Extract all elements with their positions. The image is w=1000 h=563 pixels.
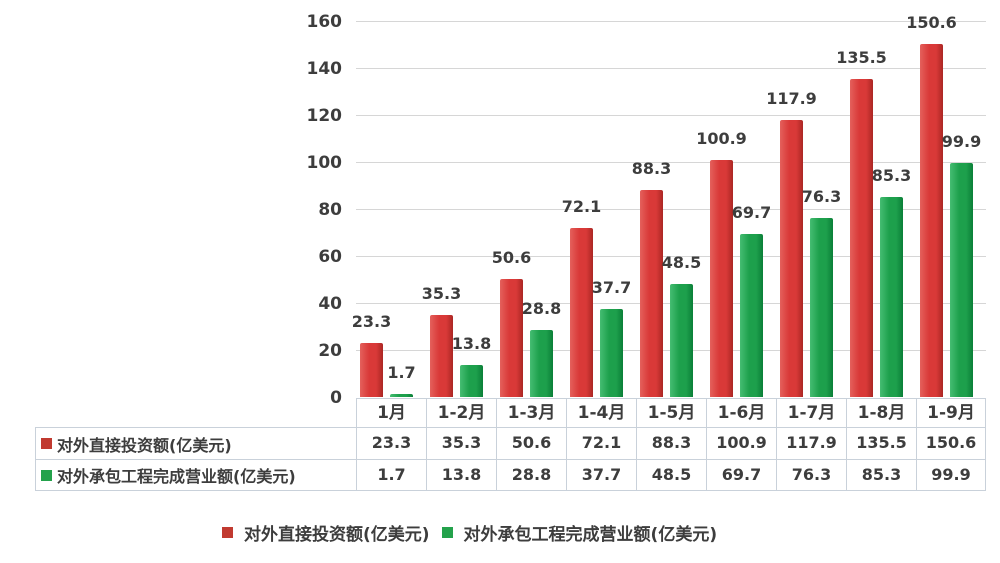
table-header-c8: 1-9月 <box>916 398 986 427</box>
y-axis-label-120: 120 <box>306 105 343 126</box>
bar-label-s1-4: 48.5 <box>661 252 702 272</box>
y-axis-label-60: 60 <box>318 246 342 267</box>
bar-label-s1-3: 37.7 <box>591 277 632 297</box>
legend-key-series1-icon <box>222 527 233 538</box>
table-cell-s1-c6: 76.3 <box>776 459 846 491</box>
table-cell-s1-c7: 85.3 <box>846 459 916 491</box>
gridline-y100 <box>356 162 986 163</box>
bar-label-s0-6: 117.9 <box>766 89 817 109</box>
y-axis-label-20: 20 <box>318 340 342 361</box>
bar-s1-5 <box>740 233 763 398</box>
table-cell-s0-c7: 135.5 <box>846 427 916 459</box>
bar-s1-4 <box>670 283 693 398</box>
chart-legend: 对外直接投资额(亿美元) 对外承包工程完成营业额(亿美元) <box>222 520 717 545</box>
table-row-label-s0: 对外直接投资额(亿美元) <box>35 427 356 459</box>
table-header-c3: 1-4月 <box>566 398 636 427</box>
table-cell-s1-c1: 13.8 <box>426 459 496 491</box>
table-cell-s0-c5: 100.9 <box>706 427 776 459</box>
legend-item-series1: 对外直接投资额(亿美元) <box>222 520 430 545</box>
bar-label-s1-8: 99.9 <box>941 131 982 151</box>
table-cell-s0-c4: 88.3 <box>636 427 706 459</box>
bar-s0-0 <box>360 342 383 398</box>
bar-label-s1-2: 28.8 <box>521 298 562 318</box>
bar-s0-1 <box>430 314 453 398</box>
bar-s1-2 <box>530 329 553 398</box>
gridline-y160 <box>356 21 986 22</box>
bar-s0-3 <box>570 228 593 398</box>
bar-s0-4 <box>640 189 663 398</box>
table-header-c2: 1-3月 <box>496 398 566 427</box>
bar-label-s0-4: 88.3 <box>631 158 672 178</box>
bar-s1-1 <box>460 365 483 398</box>
bar-label-s1-6: 76.3 <box>801 187 842 207</box>
bar-label-s1-7: 85.3 <box>871 166 912 186</box>
table-key-s0-icon <box>41 438 52 449</box>
bar-s0-7 <box>850 79 873 398</box>
table-cell-s1-c5: 69.7 <box>706 459 776 491</box>
bar-s1-8 <box>950 162 973 398</box>
table-cell-s0-c2: 50.6 <box>496 427 566 459</box>
gridline-y80 <box>356 209 986 210</box>
table-cell-s0-c8: 150.6 <box>916 427 986 459</box>
table-cell-s1-c0: 1.7 <box>356 459 426 491</box>
bar-s1-3 <box>600 308 623 398</box>
table-cell-s0-c6: 117.9 <box>776 427 846 459</box>
bar-s0-6 <box>780 120 803 398</box>
bar-s0-5 <box>710 160 733 398</box>
gridline-y60 <box>356 256 986 257</box>
bar-label-s0-8: 150.6 <box>906 12 957 32</box>
table-cell-s1-c4: 48.5 <box>636 459 706 491</box>
bar-label-s0-1: 35.3 <box>421 283 462 303</box>
table-header-c1: 1-2月 <box>426 398 496 427</box>
table-row-label-text-s1: 对外承包工程完成营业额(亿美元) <box>57 467 296 486</box>
table-cell-s0-c1: 35.3 <box>426 427 496 459</box>
y-axis-label-160: 160 <box>306 11 343 32</box>
table-row-label-s1: 对外承包工程完成营业额(亿美元) <box>35 459 356 491</box>
table-header-c7: 1-8月 <box>846 398 916 427</box>
bar-s1-6 <box>810 218 833 398</box>
gridline-y120 <box>356 115 986 116</box>
legend-item-series2: 对外承包工程完成营业额(亿美元) <box>441 520 718 545</box>
bar-s0-8 <box>920 43 943 398</box>
bar-s0-2 <box>500 278 523 398</box>
gridline-y140 <box>356 68 986 69</box>
legend-label-series2: 对外承包工程完成营业额(亿美元) <box>463 525 718 545</box>
bar-s1-0 <box>390 393 413 398</box>
table-row-label-text-s0: 对外直接投资额(亿美元) <box>57 435 232 455</box>
table-header-c0: 1月 <box>356 398 426 427</box>
legend-label-series1: 对外直接投资额(亿美元) <box>244 525 430 545</box>
y-axis-label-80: 80 <box>318 199 342 220</box>
table-cell-s1-c2: 28.8 <box>496 459 566 491</box>
bar-label-s1-5: 69.7 <box>731 202 772 222</box>
table-header-c4: 1-5月 <box>636 398 706 427</box>
bar-label-s1-1: 13.8 <box>451 334 492 354</box>
y-axis-label-100: 100 <box>306 152 343 173</box>
table-header-c5: 1-6月 <box>706 398 776 427</box>
bar-label-s0-7: 135.5 <box>836 48 887 68</box>
bar-s1-7 <box>880 197 903 398</box>
bar-label-s0-5: 100.9 <box>696 129 747 149</box>
bar-label-s0-2: 50.6 <box>491 247 532 267</box>
y-axis-label-40: 40 <box>318 293 342 314</box>
bar-label-s0-3: 72.1 <box>561 197 602 217</box>
table-header-c6: 1-7月 <box>776 398 846 427</box>
table-cell-s0-c3: 72.1 <box>566 427 636 459</box>
y-axis-label-0: 0 <box>330 387 342 408</box>
bar-label-s0-0: 23.3 <box>351 311 392 331</box>
y-axis-label-140: 140 <box>306 58 343 79</box>
table-cell-s1-c8: 99.9 <box>916 459 986 491</box>
table-cell-s1-c3: 37.7 <box>566 459 636 491</box>
table-key-s1-icon <box>41 469 52 481</box>
table-cell-s0-c0: 23.3 <box>356 427 426 459</box>
bar-label-s1-0: 1.7 <box>387 362 416 382</box>
legend-key-series2-icon <box>441 527 453 538</box>
